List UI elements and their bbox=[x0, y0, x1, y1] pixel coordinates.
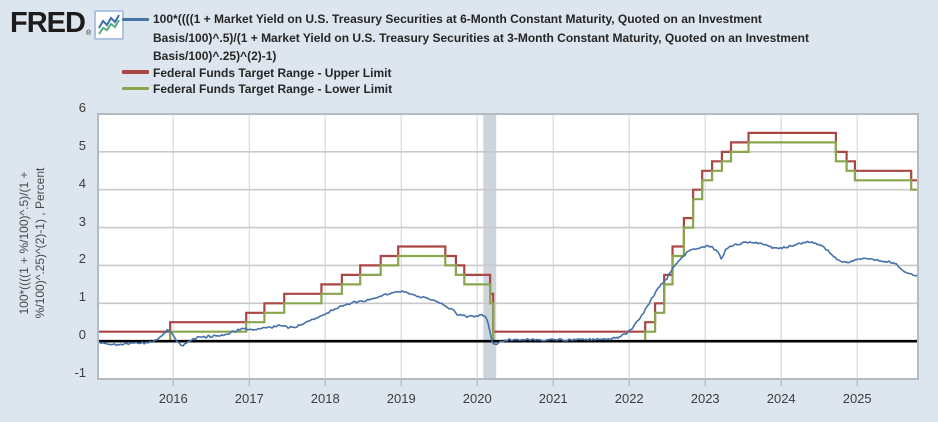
legend-label-ffr-upper: Federal Funds Target Range - Upper Limit bbox=[153, 65, 392, 80]
legend-label-line: Basis/100)^.5)/(1 + Market Yield on U.S.… bbox=[153, 30, 809, 45]
y-tick-label: 0 bbox=[78, 327, 86, 343]
x-tick-label: 2020 bbox=[462, 391, 492, 406]
x-tick-label: 2017 bbox=[234, 391, 264, 406]
registered-trademark: ® bbox=[85, 30, 92, 37]
y-tick-label: 2 bbox=[78, 251, 86, 267]
x-tick-label: 2024 bbox=[766, 391, 796, 406]
fred-logo-text: FRED bbox=[10, 7, 86, 39]
x-tick-label: 2019 bbox=[386, 391, 416, 406]
series-treasury-spread bbox=[97, 240, 919, 347]
legend: 100*((((1 + Market Yield on U.S. Treasur… bbox=[0, 0, 938, 106]
series-ffr-upper bbox=[98, 131, 918, 333]
y-tick-label: 3 bbox=[78, 213, 86, 229]
legend-label-line: Basis/100)^.25)^(2)-1) bbox=[153, 49, 277, 63]
x-tick-label: 2016 bbox=[158, 391, 188, 406]
y-tick-label: 6 bbox=[78, 100, 86, 115]
legend-label-treasury-spread: 100*((((1 + Market Yield on U.S. Treasur… bbox=[153, 10, 809, 66]
legend-swatch-ffr-lower bbox=[122, 86, 149, 91]
x-tick-label: 2025 bbox=[842, 391, 872, 406]
fred-sparkline-icon bbox=[94, 10, 125, 40]
series-ffr-lower bbox=[98, 141, 918, 343]
x-tick-label: 2021 bbox=[538, 391, 568, 406]
plot-area[interactable] bbox=[97, 113, 919, 386]
y-axis-title-line: %/100)^.25)^(2)-1) , Percent bbox=[33, 167, 47, 319]
legend-label-ffr-lower: Federal Funds Target Range - Lower Limit bbox=[153, 82, 393, 96]
y-tick-label: 1 bbox=[78, 289, 86, 305]
y-tick-label: 5 bbox=[78, 137, 86, 153]
fred-logo[interactable]: FRED ® bbox=[10, 7, 125, 40]
legend-swatch-treasury-spread bbox=[122, 17, 149, 21]
plot-border bbox=[97, 113, 919, 380]
y-tick-label: -1 bbox=[74, 365, 86, 380]
legend-swatch-ffr-upper bbox=[122, 70, 149, 74]
y-tick-label: 4 bbox=[78, 175, 86, 191]
x-tick-label: 2022 bbox=[614, 391, 644, 406]
y-axis-title: 100*((((1 + %/100)^.5)/(1 + %/100)^.25)^… bbox=[16, 3, 48, 422]
legend-label-line: 100*((((1 + Market Yield on U.S. Treasur… bbox=[153, 12, 762, 26]
x-tick-label: 2023 bbox=[690, 391, 720, 406]
y-axis-title-line: 100*((((1 + %/100)^.5)/(1 + bbox=[17, 171, 31, 315]
x-tick-label: 2018 bbox=[310, 391, 340, 406]
